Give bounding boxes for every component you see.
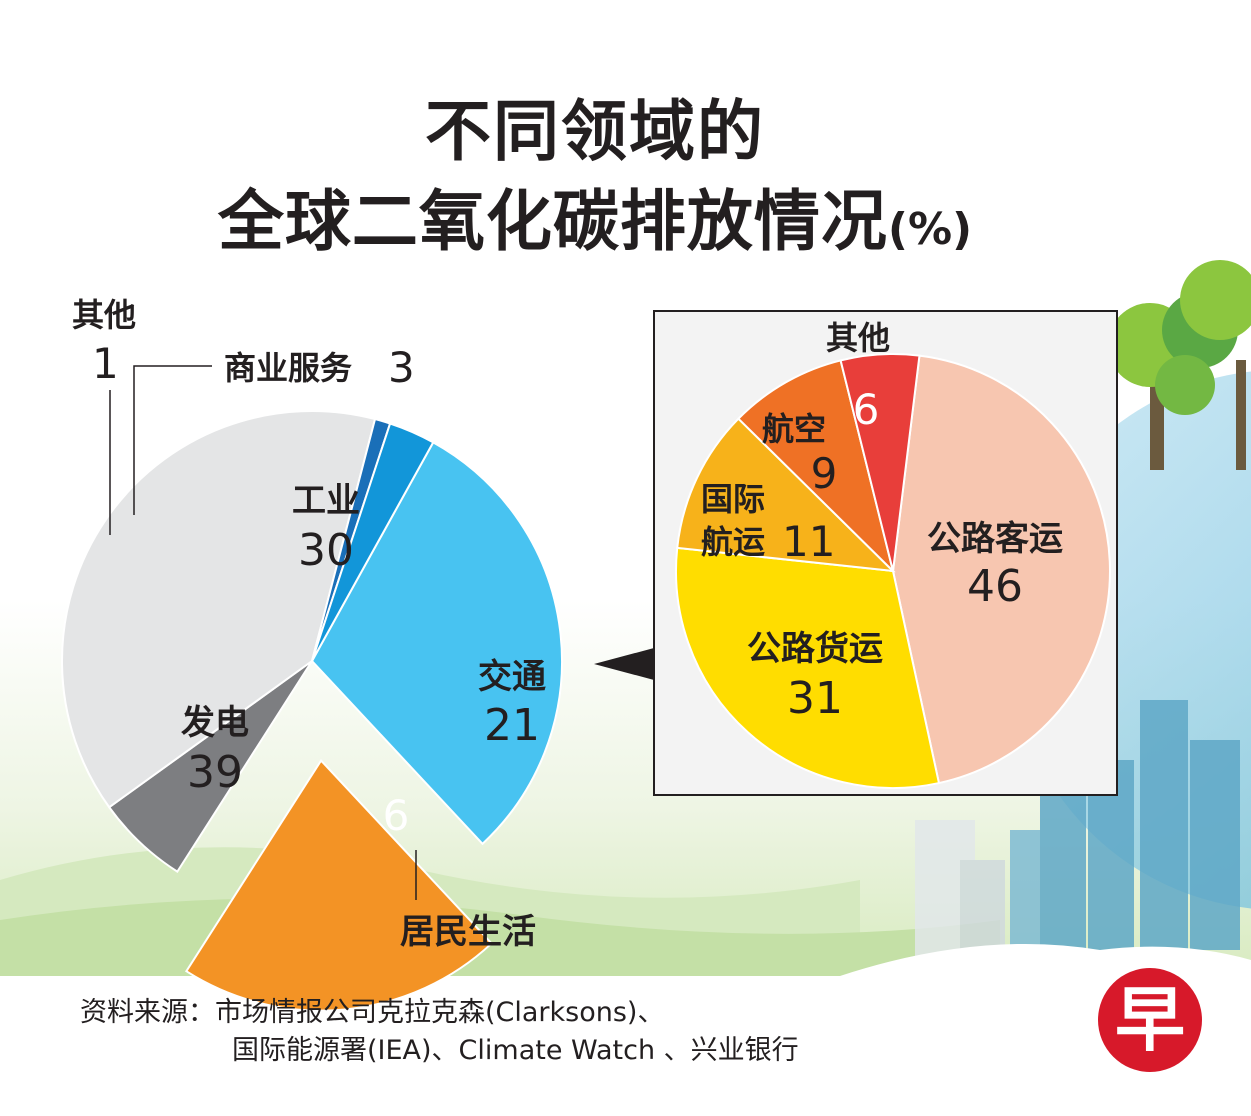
sub-label-other-value: 6 [853,385,880,434]
label-commercial-name: 商业服务 [224,349,352,387]
transport-slice-4 [839,353,921,572]
sub-label-freight-value: 31 [787,673,843,724]
main-slice-5 [311,422,435,662]
source-line1: 资料来源：市场情报公司克拉克森(Clarksons)、 [80,997,665,1028]
label-transport-name: 交通 [478,657,546,697]
label-other-name: 其他 [72,296,136,334]
label-power-name: 发电 [181,703,249,743]
label-industry-name: 工业 [292,481,360,521]
label-residential-name: 居民生活 [400,912,536,952]
sub-label-shipping-name-line2: 航运 [701,523,765,561]
transport-slice-2 [676,417,896,573]
label-power-value: 39 [187,747,243,798]
transport-slice-3 [737,359,895,575]
transport-slice-1 [675,546,941,789]
sub-label-passenger-name: 公路客运 [927,519,1063,559]
sub-label-freight-name: 公路货运 [747,629,883,669]
transport-slice-0 [891,354,1111,785]
sub-label-other-name: 其他 [826,319,890,357]
sub-label-shipping-name-line1: 国际 [701,480,765,518]
chart-title-line2: 全球二氧化碳排放情况(%) [0,168,1190,264]
tree-icon [1108,260,1251,470]
transport-pie [675,353,1111,789]
zaobao-logo: 早 [1098,968,1202,1072]
sub-label-aviation-name: 航空 [762,410,826,448]
chart-title-line1: 不同领域的 [425,93,765,170]
main-slice-1 [184,758,493,1012]
chart-title-text: 全球二氧化碳排放情况 [217,183,888,260]
source-note: 资料来源：市场情报公司克拉克森(Clarksons)、国际能源署(IEA)、Cl… [80,994,799,1070]
label-industry-value: 30 [298,525,354,576]
main-slice-3 [60,409,377,809]
label-transport-value: 21 [484,700,540,751]
leader-line-commercial [133,365,212,515]
sub-label-passenger-value: 46 [967,561,1023,612]
pointer-arrow [594,648,654,680]
source-line2: 国际能源署(IEA)、Climate Watch 、兴业银行 [232,1035,799,1066]
sub-label-aviation-value: 9 [811,449,838,498]
label-other-value: 1 [92,339,119,388]
sub-label-shipping-value: 11 [782,517,835,566]
chart-title-unit: (%) [887,204,973,255]
main-slice-0 [310,440,563,846]
label-commercial-value: 3 [388,343,415,392]
main-pie [60,409,563,1012]
label-residential-value: 6 [383,791,410,840]
